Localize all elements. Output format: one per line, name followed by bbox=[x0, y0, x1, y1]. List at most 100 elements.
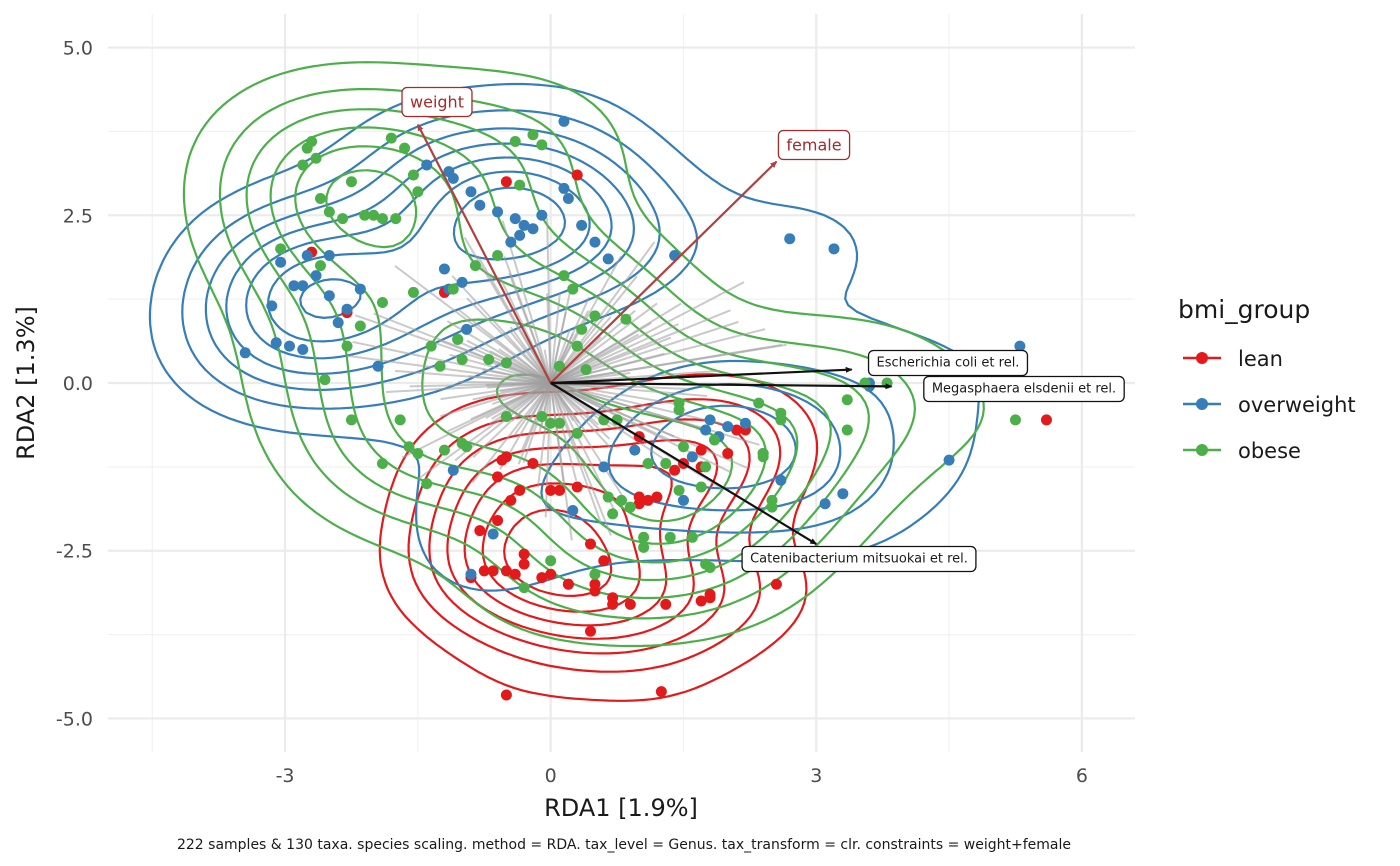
point-overweight bbox=[837, 488, 849, 500]
point-obese bbox=[359, 209, 371, 221]
point-overweight bbox=[465, 186, 477, 198]
label-box bbox=[867, 349, 1029, 377]
point-obese bbox=[337, 213, 349, 225]
taxa-loading-line bbox=[417, 382, 552, 480]
taxa-loading-line bbox=[544, 382, 552, 518]
point-lean bbox=[598, 555, 610, 567]
point-obese bbox=[536, 411, 548, 423]
point-overweight bbox=[509, 213, 521, 225]
point-obese bbox=[434, 360, 446, 372]
x-tick-label: 0 bbox=[545, 765, 557, 787]
point-overweight bbox=[492, 206, 504, 218]
point-lean bbox=[633, 498, 645, 510]
point-overweight bbox=[487, 528, 499, 540]
point-overweight bbox=[297, 280, 309, 292]
taxa-loading-line bbox=[549, 382, 618, 515]
point-obese bbox=[456, 354, 468, 366]
point-obese bbox=[558, 270, 570, 282]
point-obese bbox=[638, 531, 650, 543]
taxa-loading-line bbox=[394, 265, 552, 384]
point-overweight bbox=[775, 474, 787, 486]
taxa-loading-line bbox=[550, 382, 675, 438]
taxa-label: Escherichia coli et rel. bbox=[867, 349, 1029, 377]
x-tick-label: 6 bbox=[1076, 765, 1088, 787]
point-obese bbox=[660, 458, 672, 470]
taxa-loading-line bbox=[501, 220, 552, 384]
point-obese bbox=[483, 354, 495, 366]
point-obese bbox=[607, 508, 619, 520]
taxa-loading-line bbox=[546, 217, 552, 384]
point-obese bbox=[314, 260, 326, 272]
point-obese bbox=[500, 357, 512, 369]
point-lean bbox=[536, 572, 548, 584]
point-obese bbox=[545, 417, 557, 429]
point-lean bbox=[492, 515, 504, 527]
point-overweight bbox=[438, 263, 450, 275]
point-overweight bbox=[669, 250, 681, 262]
point-obese bbox=[536, 139, 548, 151]
point-obese bbox=[438, 444, 450, 456]
point-obese bbox=[580, 364, 592, 376]
point-overweight bbox=[447, 172, 459, 184]
taxa-label: Megasphaera elsdenii et rel. bbox=[923, 375, 1125, 403]
point-overweight bbox=[704, 414, 716, 426]
point-overweight bbox=[536, 209, 548, 221]
point-obese bbox=[314, 193, 326, 204]
point-overweight bbox=[527, 223, 539, 235]
point-obese bbox=[686, 531, 698, 543]
taxa-arrow bbox=[550, 366, 853, 385]
point-overweight bbox=[332, 317, 344, 329]
taxa-loading-line bbox=[550, 382, 760, 446]
point-obese bbox=[576, 323, 588, 335]
taxa-loading-line bbox=[466, 297, 552, 384]
taxa-loading-line bbox=[549, 382, 612, 536]
taxa-loading-line bbox=[550, 323, 679, 384]
point-lean bbox=[731, 424, 743, 436]
point-overweight bbox=[722, 421, 734, 433]
point-lean bbox=[496, 454, 508, 466]
legend-key-point bbox=[1196, 352, 1208, 364]
point-overweight bbox=[456, 276, 468, 288]
point-overweight bbox=[288, 280, 300, 292]
point-overweight bbox=[341, 303, 353, 315]
point-obese bbox=[589, 310, 601, 322]
point-lean bbox=[660, 598, 672, 610]
point-overweight bbox=[283, 340, 295, 352]
point-overweight bbox=[421, 159, 433, 171]
legend: bmi_group lean overweight obese bbox=[1178, 295, 1356, 463]
point-overweight bbox=[629, 444, 641, 456]
point-obese bbox=[319, 374, 331, 386]
point-obese bbox=[500, 411, 512, 423]
point-overweight bbox=[239, 347, 251, 359]
axis-ticks: -3 0 3 6 5.0 2.5 0.0 -2.5 -5.0 bbox=[56, 38, 1088, 787]
point-obese bbox=[554, 360, 566, 372]
point-lean bbox=[589, 585, 601, 597]
point-overweight bbox=[1014, 340, 1026, 352]
x-axis-title: RDA1 [1.9%] bbox=[544, 794, 698, 822]
point-obese bbox=[345, 176, 357, 188]
taxa-loading-line bbox=[509, 326, 552, 384]
taxa-loading-line bbox=[440, 382, 551, 401]
point-overweight bbox=[310, 270, 322, 282]
constraint-label-female: female bbox=[777, 129, 851, 161]
taxa-loading-line bbox=[471, 382, 552, 484]
point-lean bbox=[695, 595, 707, 607]
point-lean bbox=[624, 598, 636, 610]
taxa-loading-line bbox=[386, 382, 551, 394]
point-obese bbox=[642, 458, 654, 470]
point-obese bbox=[571, 340, 583, 352]
taxa-loading-line bbox=[401, 382, 552, 459]
point-lean bbox=[554, 484, 566, 496]
point-overweight bbox=[301, 250, 313, 262]
point-overweight bbox=[323, 250, 335, 262]
point-overweight bbox=[514, 229, 526, 241]
taxa-loading-line bbox=[499, 382, 551, 398]
point-obese bbox=[708, 434, 720, 446]
point-obese bbox=[677, 441, 689, 453]
taxa-loading-line bbox=[550, 382, 675, 405]
point-lean bbox=[704, 588, 716, 600]
point-overweight bbox=[354, 283, 366, 295]
point-obese bbox=[412, 447, 424, 459]
taxa-loading-line bbox=[511, 382, 552, 422]
point-obese bbox=[461, 441, 473, 453]
